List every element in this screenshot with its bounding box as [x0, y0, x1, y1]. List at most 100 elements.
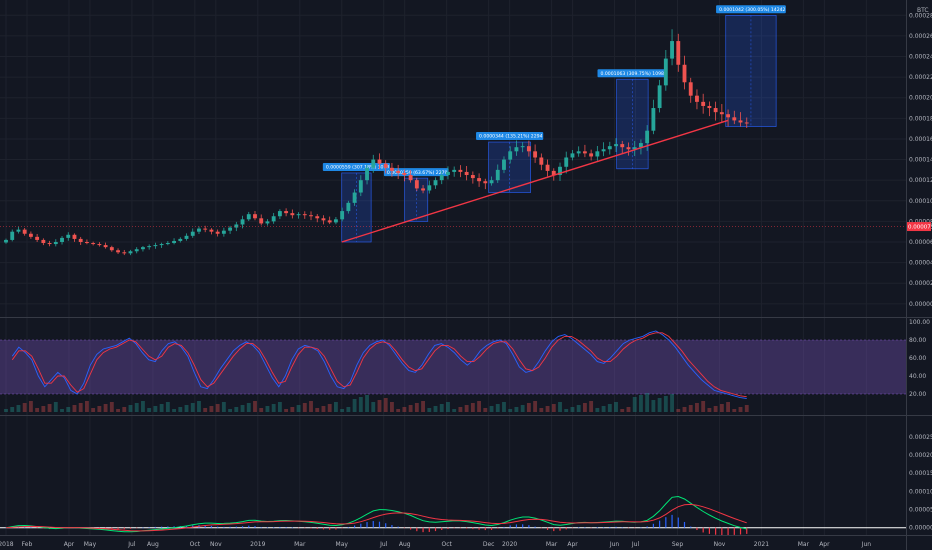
volume-bar: [408, 405, 413, 412]
time-tick-label: 2018: [0, 541, 14, 548]
last-price-tag-bg: [907, 222, 931, 232]
volume-bar: [340, 409, 345, 412]
volume-bar: [209, 406, 214, 412]
volume-bar: [277, 402, 282, 412]
volume-bar: [402, 407, 407, 412]
volume-bar: [377, 400, 382, 412]
measure-box-label: 0.0001063 (309.75%) 10983: [601, 71, 667, 77]
macd-histogram-bar: [391, 524, 393, 528]
candle-body: [607, 146, 612, 150]
volume-bar: [141, 401, 145, 412]
candle-body: [246, 214, 251, 220]
time-tick-label: Nov: [714, 541, 726, 548]
volume-bar: [676, 409, 681, 412]
candle-body: [707, 105, 712, 109]
macd-histogram-bar: [329, 527, 331, 530]
candle-body: [738, 120, 743, 123]
candle-body: [452, 169, 457, 172]
price-tick-label: 0.0001000: [909, 198, 932, 205]
macd-histogram-bar: [428, 527, 430, 532]
macd-histogram-bar: [378, 521, 381, 528]
candle-body: [464, 171, 469, 176]
candle-body: [421, 188, 425, 191]
macd-histogram-bar: [335, 527, 337, 530]
time-tick-label: Jul: [127, 541, 136, 548]
candle-body: [190, 231, 195, 236]
volume-bar: [271, 404, 276, 412]
candle-body: [60, 237, 64, 242]
grid: [0, 0, 906, 535]
volume-bar: [28, 401, 33, 412]
macd-histogram-bar: [621, 527, 623, 528]
stoch-tick-label: 100.00: [909, 319, 930, 326]
macd-histogram-bar: [117, 527, 119, 530]
candle-body: [614, 144, 618, 147]
macd-histogram-bar: [291, 527, 293, 529]
volume-bar: [4, 409, 8, 412]
macd-histogram-bar: [304, 527, 306, 529]
price-tick-label: 0.0002800: [909, 12, 932, 19]
volume-bar: [184, 405, 189, 412]
candle-body: [414, 180, 419, 189]
macd-histogram-bar: [403, 527, 405, 529]
volume-bar: [489, 406, 494, 412]
macd-histogram-bar: [559, 527, 561, 531]
candle-body: [259, 218, 264, 224]
volume-bar: [738, 407, 743, 412]
macd-histogram-bar: [528, 525, 530, 528]
price-tick-label: 0.0000200: [909, 280, 932, 287]
candle-body: [159, 244, 164, 246]
candle-body: [589, 153, 594, 157]
volume-bar: [203, 408, 208, 412]
time-tick-label: Jul: [379, 541, 388, 548]
volume-bar: [390, 402, 394, 412]
volume-bar: [290, 407, 295, 412]
volume-bar: [688, 405, 693, 412]
volume-bar: [128, 405, 133, 412]
macd-histogram-bar: [453, 527, 455, 529]
macd-histogram-bar: [522, 524, 524, 528]
candle-body: [744, 122, 749, 124]
volume-bar: [520, 405, 525, 412]
candle-body: [508, 151, 513, 160]
time-tick-label: 2020: [502, 541, 517, 548]
macd-histogram-bar: [167, 526, 169, 528]
volume-bar: [533, 401, 538, 412]
volume-bar: [495, 404, 500, 412]
macd-histogram-bar: [497, 527, 499, 529]
stoch-tick-label: 40.00: [909, 373, 926, 380]
macd-histogram-bar: [273, 527, 275, 528]
volume-bar: [153, 406, 158, 412]
candle-body: [545, 164, 550, 171]
macd-histogram-bar: [260, 527, 262, 528]
volume-bar: [66, 407, 71, 412]
candle-body: [732, 117, 737, 121]
candle-body: [446, 171, 450, 176]
candle-body: [22, 229, 27, 234]
macd-histogram-bar: [310, 527, 312, 529]
volume-bars: [4, 393, 749, 412]
stoch-k-line: [11, 330, 747, 399]
candle-body: [719, 112, 724, 115]
candle-body: [109, 247, 114, 251]
macd-histogram-bar: [161, 526, 163, 528]
volume-bar: [53, 402, 58, 412]
macd-histogram-bar: [665, 517, 667, 528]
candle-body: [53, 241, 58, 245]
volume-bar: [526, 403, 531, 412]
candle-body: [147, 246, 152, 248]
candle-body: [290, 213, 295, 216]
measure-box-label-bg: [383, 168, 449, 177]
trendline[interactable]: [341, 119, 729, 243]
measure-box-label: 0.0001042 (300.05%) 14242: [719, 7, 785, 13]
macd-histogram-bar: [540, 527, 542, 529]
volume-bar: [35, 408, 40, 412]
candle-body: [377, 159, 382, 164]
volume-bar: [147, 408, 152, 412]
volume-bar: [259, 408, 264, 412]
candle-body: [539, 157, 544, 165]
candle-body: [178, 238, 183, 241]
macd-histogram-bar: [154, 526, 156, 528]
